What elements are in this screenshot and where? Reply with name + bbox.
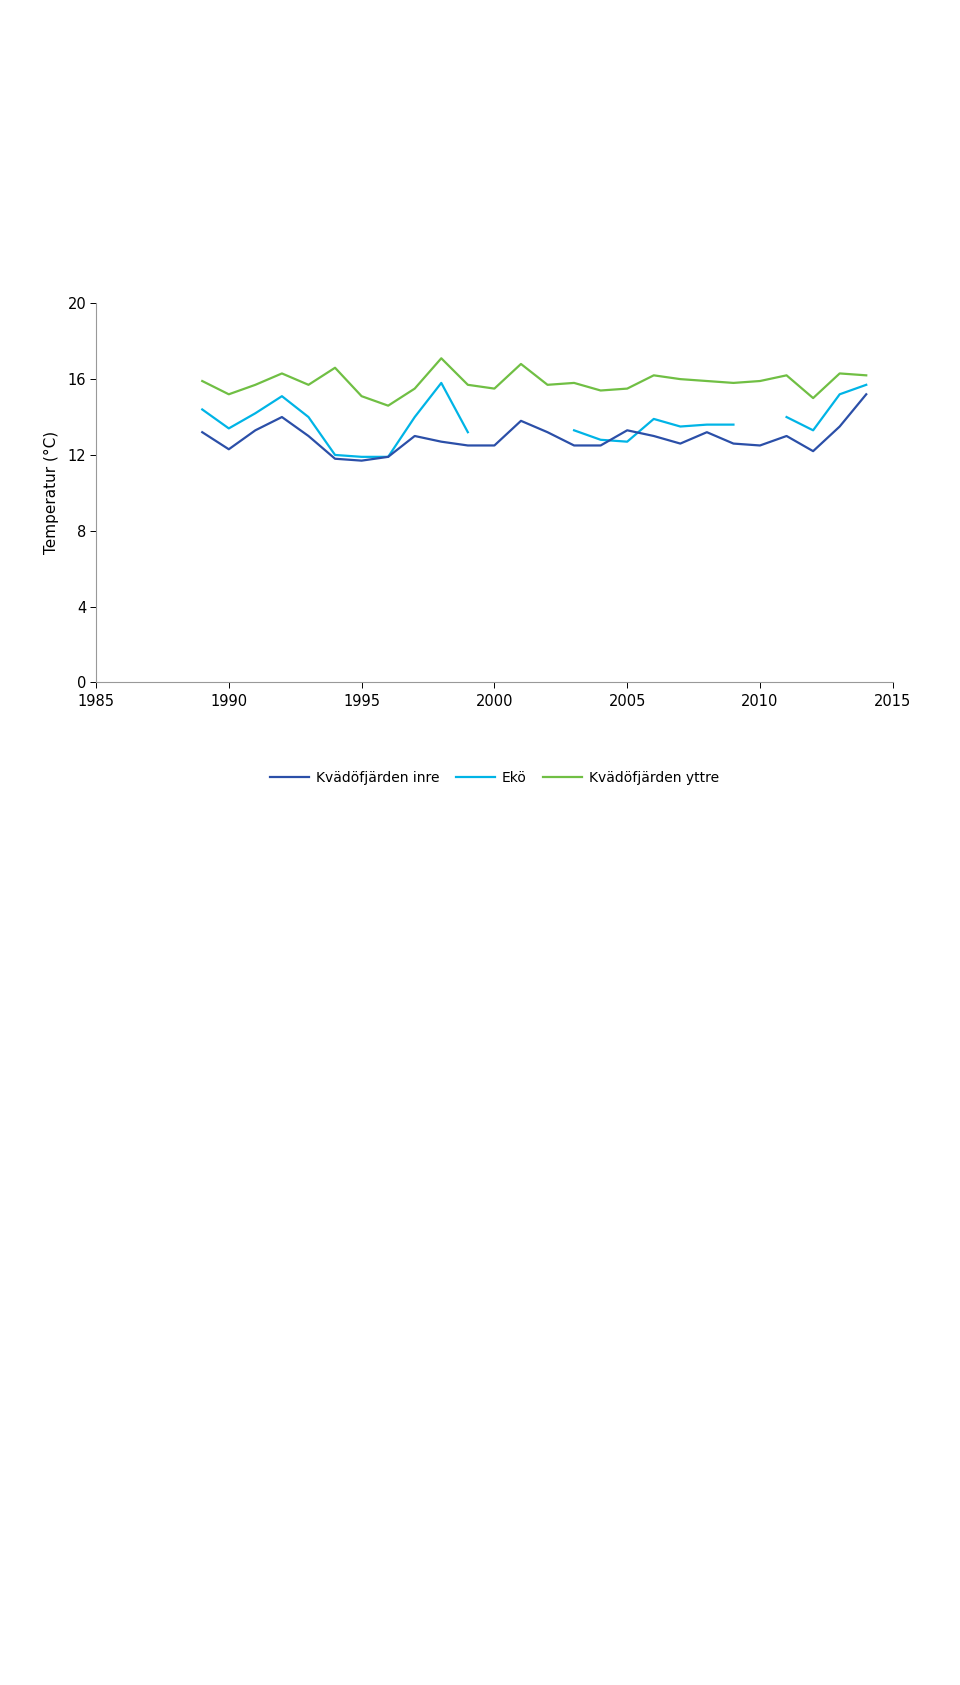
Legend: Kvädöfjärden inre, Ekö, Kvädöfjärden yttre: Kvädöfjärden inre, Ekö, Kvädöfjärden ytt… [264, 765, 725, 790]
Y-axis label: Temperatur (°C): Temperatur (°C) [44, 431, 60, 554]
